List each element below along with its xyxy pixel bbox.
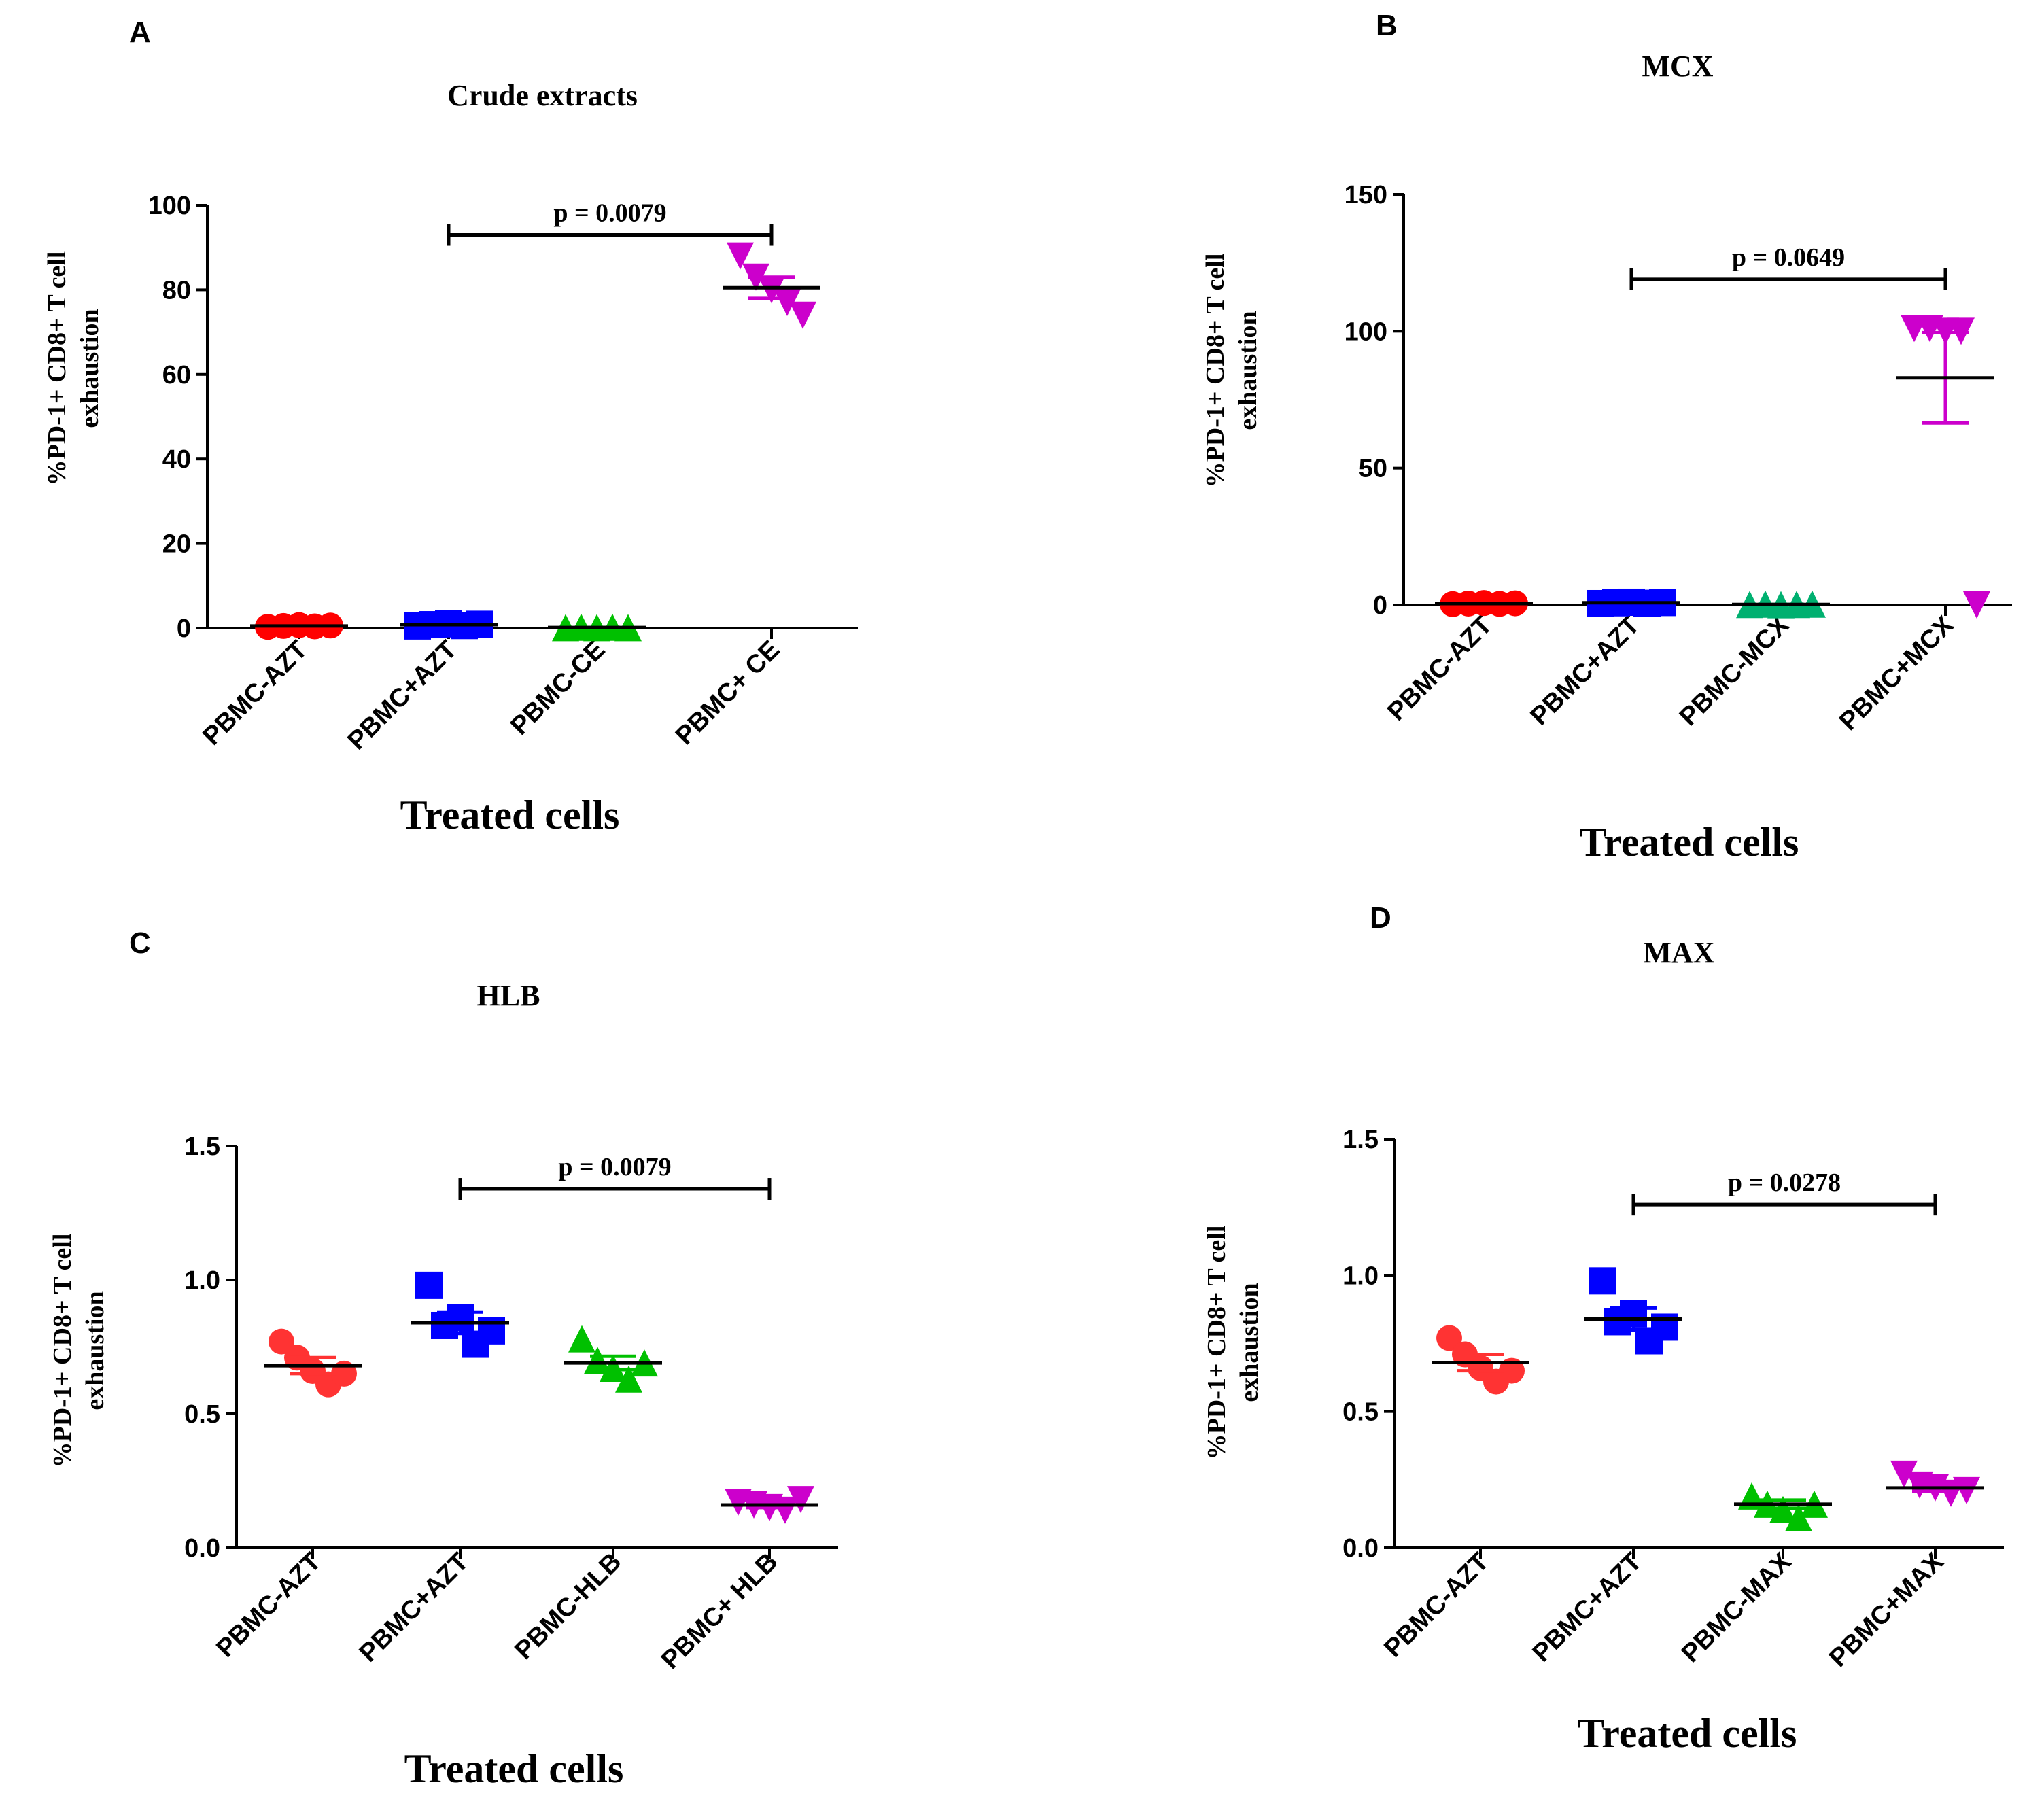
panel-title: MCX: [1642, 50, 1713, 83]
panel-c: C HLB 0.0 0.5 1.0 1.5 PBMC-AZT PBMC+AZT PBMC-HLB…: [48, 926, 838, 1791]
y-axis-label-line: exhaustion: [75, 309, 104, 428]
y-tick-label: 0: [1373, 591, 1387, 620]
y-axis-label: %PD-1+ CD8+ T cell exhaustion: [48, 1234, 109, 1468]
series-PBMC-HLB: [564, 1325, 662, 1393]
y-tick-label: 20: [162, 530, 191, 559]
data-point: [568, 1325, 595, 1353]
y-tick-label: 1.5: [1343, 1126, 1379, 1154]
x-tick-label: PBMC-MCX: [1674, 610, 1795, 731]
data-point: [1963, 591, 1990, 619]
data-point: [1499, 1357, 1525, 1384]
panel-letter: D: [1370, 901, 1391, 935]
x-tick-label: PBMC-AZT: [1379, 1548, 1494, 1663]
x-tick-label: PBMC-AZT: [1382, 611, 1497, 727]
y-tick-label: 100: [1345, 317, 1387, 346]
panel-title: Crude extracts: [447, 79, 638, 112]
y-axis-label-line: %PD-1+ CD8+ T cell: [43, 251, 71, 486]
data-point: [584, 1347, 611, 1374]
p-value-label: p = 0.0079: [558, 1153, 671, 1181]
panel-d: D MAX 0.0 0.5 1.0 1.5 PBMC-AZT PBMC+AZT PBMC-MAX…: [1202, 901, 2004, 1756]
panel-a: A Crude extracts 0 20 40 60 80 100 PBMC-AZT PBMC+…: [43, 16, 858, 837]
y-tick-label: 40: [162, 445, 191, 474]
series-PBMC-CE: [548, 613, 646, 642]
x-tick-label: PBMC+ HLB: [656, 1548, 783, 1675]
x-tick-label: PBMC-AZT: [211, 1548, 326, 1663]
y-axis-label-line: %PD-1+ CD8+ T cell: [1202, 1226, 1231, 1460]
y-tick-label: 80: [162, 276, 191, 305]
y-axis-label-line: exhaustion: [1234, 311, 1262, 430]
p-value-label: p = 0.0079: [553, 199, 666, 228]
y-tick-label: 50: [1359, 455, 1387, 483]
y-tick-label: 0: [177, 614, 191, 643]
series-PBMC-MAX: [1734, 1482, 1832, 1531]
y-axis-label-line: exhaustion: [1235, 1283, 1264, 1402]
series-PBMC+AZT: [1584, 1267, 1682, 1355]
series-PBMC+ HLB: [721, 1486, 818, 1524]
x-tick-label: PBMC-CE: [505, 636, 610, 741]
y-tick-label: 1.0: [184, 1266, 220, 1295]
x-axis-label: Treated cells: [400, 793, 620, 837]
panel-letter: B: [1376, 9, 1398, 42]
data-point: [1785, 1504, 1812, 1531]
x-tick-label: PBMC+MCX: [1834, 610, 1960, 736]
data-point: [1890, 1460, 1918, 1488]
panel-title: HLB: [477, 979, 540, 1012]
series-PBMC+AZT: [400, 610, 498, 640]
y-tick-label: 0.5: [1343, 1398, 1379, 1427]
data-point: [269, 1328, 294, 1355]
series-PBMC+AZT: [411, 1271, 509, 1358]
data-point: [774, 289, 801, 317]
panel-letter: C: [129, 926, 151, 960]
x-axis-label: Treated cells: [1580, 820, 1799, 865]
x-tick-label: PBMC+MAX: [1824, 1547, 1950, 1673]
x-tick-label: PBMC+AZT: [1527, 1548, 1648, 1668]
y-tick-label: 150: [1345, 181, 1387, 209]
panel-b: B MCX 0 50 100 150 PBMC-AZT PBMC+AZT PBMC-MCX PBM…: [1201, 9, 2012, 865]
data-point: [727, 242, 754, 270]
data-point: [1953, 1476, 1980, 1504]
y-axis-label-line: exhaustion: [81, 1291, 109, 1410]
y-tick-label: 100: [148, 192, 191, 220]
y-axis-label-line: %PD-1+ CD8+ T cell: [1201, 254, 1230, 488]
x-tick-label: PBMC+AZT: [354, 1548, 474, 1668]
y-tick-label: 0.0: [184, 1534, 220, 1563]
panel-title: MAX: [1643, 936, 1714, 969]
series-PBMC+AZT: [1582, 588, 1680, 617]
series-PBMC+MAX: [1886, 1460, 1984, 1507]
series-PBMC-AZT: [250, 612, 348, 640]
x-tick-label: PBMC+AZT: [1525, 611, 1646, 731]
y-axis-label-line: %PD-1+ CD8+ T cell: [48, 1234, 77, 1468]
series-PBMC+MCX: [1896, 315, 1994, 619]
data-point: [1436, 1325, 1462, 1351]
y-tick-label: 0.0: [1343, 1534, 1379, 1563]
data-point: [789, 301, 816, 329]
series-PBMC-MCX: [1732, 590, 1830, 619]
y-tick-label: 1.0: [1343, 1262, 1379, 1290]
series-PBMC-AZT: [1432, 1325, 1529, 1395]
x-axis-label: Treated cells: [1578, 1711, 1797, 1756]
data-point: [415, 1271, 443, 1299]
x-tick-label: PBMC-HLB: [509, 1548, 627, 1665]
p-value-label: p = 0.0278: [1728, 1168, 1841, 1197]
panel-letter: A: [129, 16, 151, 49]
y-axis-label: %PD-1+ CD8+ T cell exhaustion: [1202, 1226, 1264, 1460]
y-axis-label: %PD-1+ CD8+ T cell exhaustion: [43, 251, 104, 486]
y-tick-label: 1.5: [184, 1132, 220, 1161]
data-point: [1589, 1267, 1616, 1295]
x-axis-label: Treated cells: [404, 1746, 624, 1791]
data-point: [615, 1365, 642, 1393]
p-value-label: p = 0.0649: [1732, 243, 1845, 272]
y-tick-label: 0.5: [184, 1400, 220, 1429]
x-tick-label: PBMC-MAX: [1676, 1547, 1797, 1668]
x-tick-label: PBMC+AZT: [343, 636, 463, 756]
data-point: [787, 1486, 814, 1514]
x-tick-label: PBMC-AZT: [197, 636, 313, 751]
series-PBMC+ CE: [723, 242, 820, 329]
y-axis-label: %PD-1+ CD8+ T cell exhaustion: [1201, 254, 1262, 488]
y-tick-label: 60: [162, 361, 191, 389]
series-PBMC-AZT: [264, 1328, 362, 1398]
series-PBMC-AZT: [1435, 590, 1533, 617]
x-tick-label: PBMC+ CE: [670, 636, 785, 750]
